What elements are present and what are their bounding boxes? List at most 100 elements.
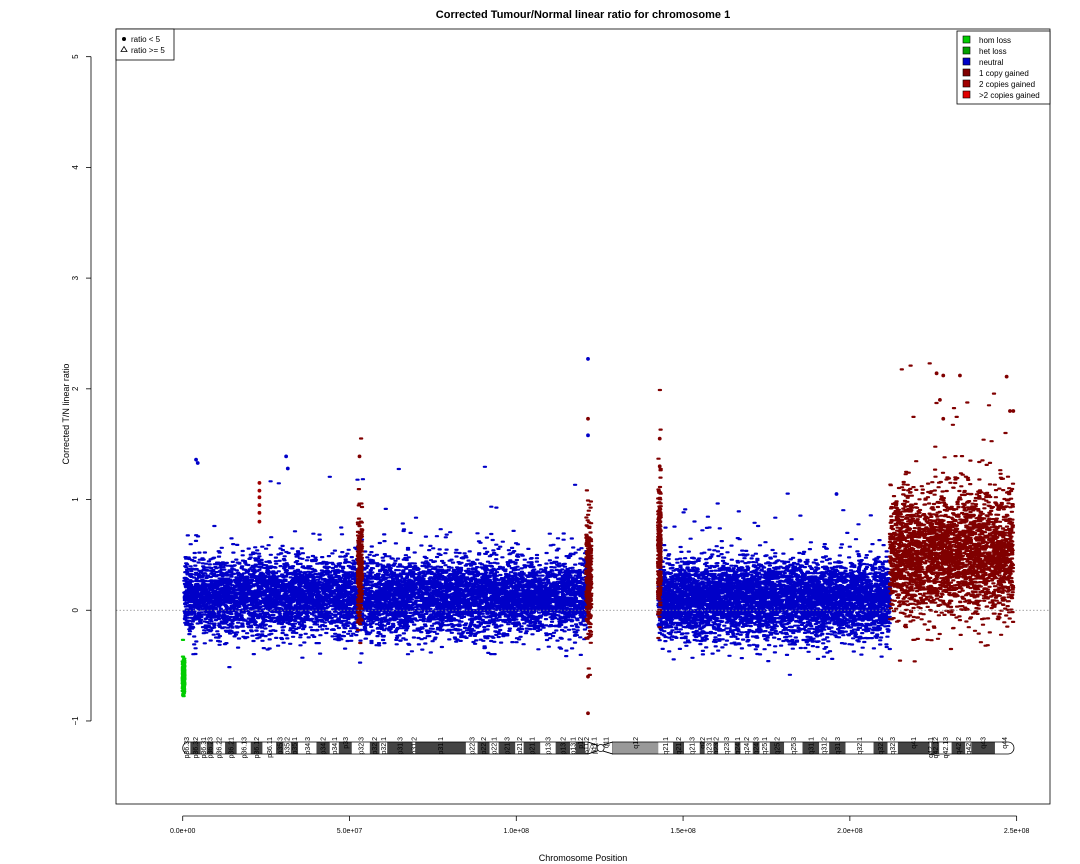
ideogram-band-label: q23.1 [707,737,714,755]
chromosome-ideogram: p36.33 p36.32 p36.31 p36.23 p36.22 p36.21 p36.… [182,737,1015,759]
ideogram-band-label: p11.2 [584,737,591,754]
segment-points-1-copy-gained-3 [584,489,594,676]
ideogram-band-label: q42.12 [933,737,940,759]
ideogram-band-p36.11 [262,742,277,754]
ideogram-band-label: q11 [604,737,611,748]
highlight-point [586,416,590,421]
ideogram-band-label: q25.2 [774,737,781,755]
legend-het-loss-label: het loss [979,47,1007,56]
ideogram-band-label: q25.3 [791,737,798,755]
ideogram-band-label: p32.1 [381,737,388,755]
ideogram-band-label: q12 [633,737,640,749]
ideogram-band-p36.33 [182,742,191,754]
ideogram-band-label: p36.32 [193,737,200,759]
segment-points-neutral-1 [182,465,592,669]
shape-legend-box [115,28,175,61]
ideogram-band-q42.11 [929,742,932,754]
ideogram-band-label: q31.2 [822,737,829,755]
ideogram-band-p34.1 [329,742,339,754]
ideogram-band-label: q31.1 [808,737,815,755]
centromere-marker [596,744,605,752]
highlight-point [195,461,200,465]
ideogram-band-label: p11.1 [591,737,598,754]
y-tick-label: 1 [71,497,80,502]
legend-ratio-lt5-label: ratio < 5 [131,35,161,44]
ideogram-band-label: p33 [343,737,350,749]
ideogram-band-label: q24.3 [754,737,761,755]
ideogram-band-label: p32.3 [358,737,365,755]
legend-ratio-ge5-label: ratio >= 5 [131,46,165,55]
centromere-hatch [593,742,599,754]
highlight-point [586,357,590,361]
highlight-point [834,492,839,496]
highlight-point [1011,409,1016,413]
segment-points-1-copy-gained-2 [355,437,365,645]
ideogram-band-label: q32.3 [890,737,897,755]
ideogram-band-label: p35.1 [292,737,299,755]
ideogram-band-q21.3 [684,742,700,754]
ideogram-band-q32.1 [845,742,874,754]
ideogram-band-p13.3 [540,742,556,754]
ideogram-band-p36.13 [236,742,251,754]
highlight-point [1008,409,1012,413]
ideogram-band-label: p31.1 [438,737,445,755]
ideogram-band-p35.1 [290,742,299,754]
ideogram-band-p36.12 [250,742,263,754]
ideogram-band-p31.1 [415,742,466,754]
ideogram-band-label: p36.31 [201,737,208,759]
ideogram-band-label: p31.3 [397,737,404,755]
ideogram-band-q24.2 [740,742,753,754]
color-legend: hom loss het loss neutral 1 copy gained … [956,30,1051,105]
ideogram-band-label: q21.1 [663,737,670,755]
ideogram-band-label: q21.2 [676,737,683,755]
axes-layer: −1 0 1 2 3 4 5 0.0e+00 5.0e+07 1.0e+08 1.5e+08 2.0e… [71,54,1029,835]
ideogram-band-label: p36.12 [254,737,261,759]
ideogram-band-p36.21 [225,742,237,754]
ideogram-band-q23.3 [718,742,735,754]
ideogram-band-q31.1 [802,742,820,754]
ideogram-band-p21.1 [523,742,541,754]
ideogram-band-label: q23.3 [724,737,731,755]
ideogram-band-p32.2 [369,742,380,754]
ideogram-band-p34.2 [316,742,330,754]
ideogram-band-label: q24.2 [744,737,751,755]
ideogram-outline [182,741,1015,755]
legend-triangle-symbol [120,45,128,52]
ideogram-band-label: p21.1 [529,737,536,755]
legend-circle-symbol [122,37,126,41]
ideogram-band-q42.12 [931,742,940,754]
ideogram-band-label: q42.3 [966,737,973,755]
y-tick-label: 3 [71,275,80,280]
ideogram-band-q41 [897,742,930,754]
ideogram-band-p21.2 [515,742,524,754]
ideogram-band-label: p36.33 [184,737,191,759]
legend-swatch-1-copy-gained [962,68,971,77]
ideogram-band-p31.3 [387,742,413,754]
legend-1-copy-gained-label: 1 copy gained [979,69,1029,78]
ideogram-band-label: p35.2 [285,737,292,755]
ideogram-band-label: q41 [911,737,918,749]
x-tick-label: 2.0e+08 [837,828,863,835]
y-tick-label: 5 [71,54,80,59]
ideogram-band-p36.31 [200,742,207,754]
highlight-point [357,454,362,459]
ideogram-band-q42.2 [951,742,966,754]
ideogram-band-q24.3 [752,742,760,754]
points-layer [180,362,1016,698]
ideogram-band-q32.2 [873,742,888,754]
ideogram-band-p11.2 [585,742,589,754]
segment-points-1-copy-gained-6 [887,362,1016,663]
ideogram-band-label: q32.1 [857,737,864,755]
ideogram-band-label: p13.2 [560,737,567,755]
ideogram-band-q24.1 [734,742,741,754]
ideogram-band-p32.1 [379,742,388,754]
highlight-point [938,397,942,402]
ideogram-band-q31.2 [819,742,830,754]
y-axis-label: Corrected T/N linear ratio [61,364,71,465]
color-legend-box [956,30,1051,105]
legend-swatch-2-copies-gained [962,79,971,88]
ideogram-band-p34.3 [298,742,317,754]
ideogram-band-label: p21.2 [517,737,524,755]
ideogram-band-label: p21.3 [504,737,511,755]
ideogram-band-label: p36.22 [217,737,224,759]
